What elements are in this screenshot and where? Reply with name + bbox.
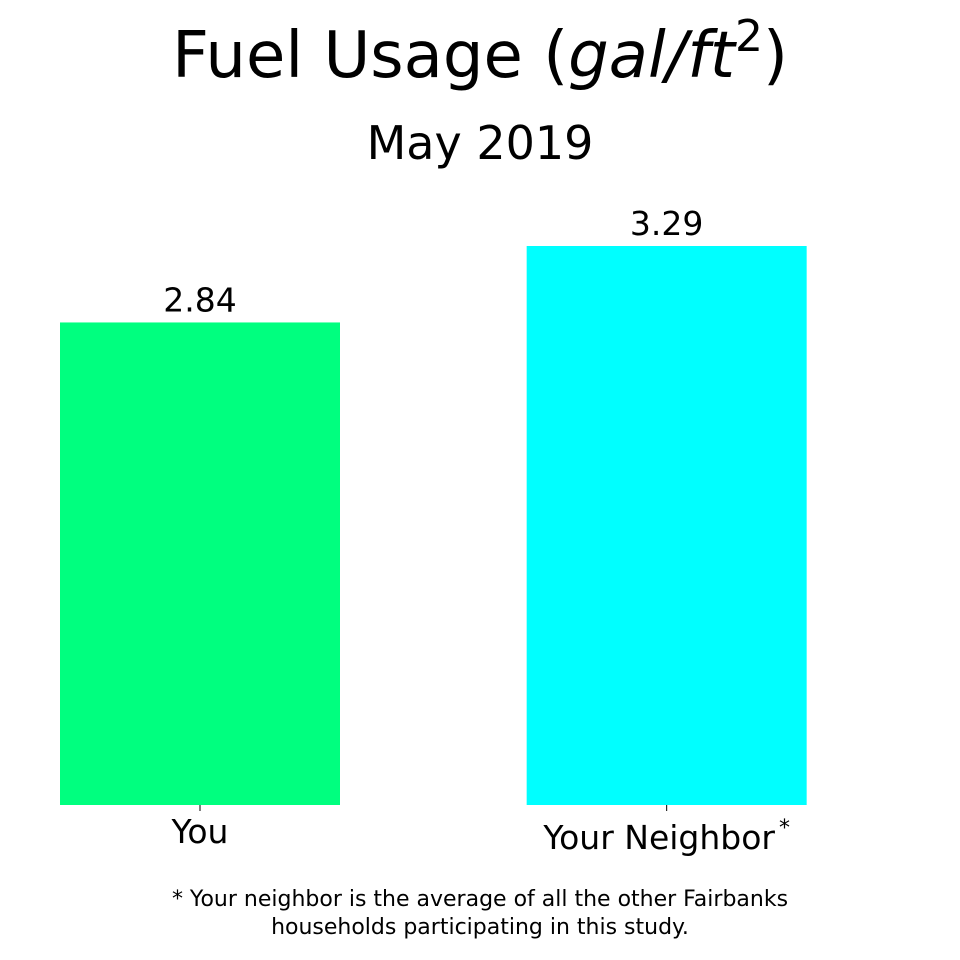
bar-value-label-your-neighbor: 3.29 — [630, 204, 703, 243]
x-tick-label-your-neighbor: Your Neighbor * — [542, 816, 790, 857]
x-tick-label-you: You — [171, 812, 229, 851]
footnote: * Your neighbor is the average of all th… — [0, 886, 960, 942]
chart-subtitle: May 2019 — [366, 116, 594, 170]
chart-title-close: ) — [762, 19, 788, 93]
footnote-line-2: households participating in this study. — [271, 915, 689, 940]
bar-value-label-you: 2.84 — [163, 280, 236, 319]
bar-your-neighbor — [526, 246, 807, 805]
chart-title-unit: gal/ft — [568, 19, 735, 93]
footnote-line-1: * Your neighbor is the average of all th… — [171, 887, 789, 912]
chart-title-unit-exponent: 2 — [734, 11, 763, 62]
chart-title: Fuel Usage (gal/ft2) — [0, 11, 960, 105]
x-tick-label-superscript-your-neighbor: * — [779, 816, 790, 841]
bar-you — [60, 322, 340, 805]
chart-title-text: Fuel Usage ( — [172, 19, 569, 93]
